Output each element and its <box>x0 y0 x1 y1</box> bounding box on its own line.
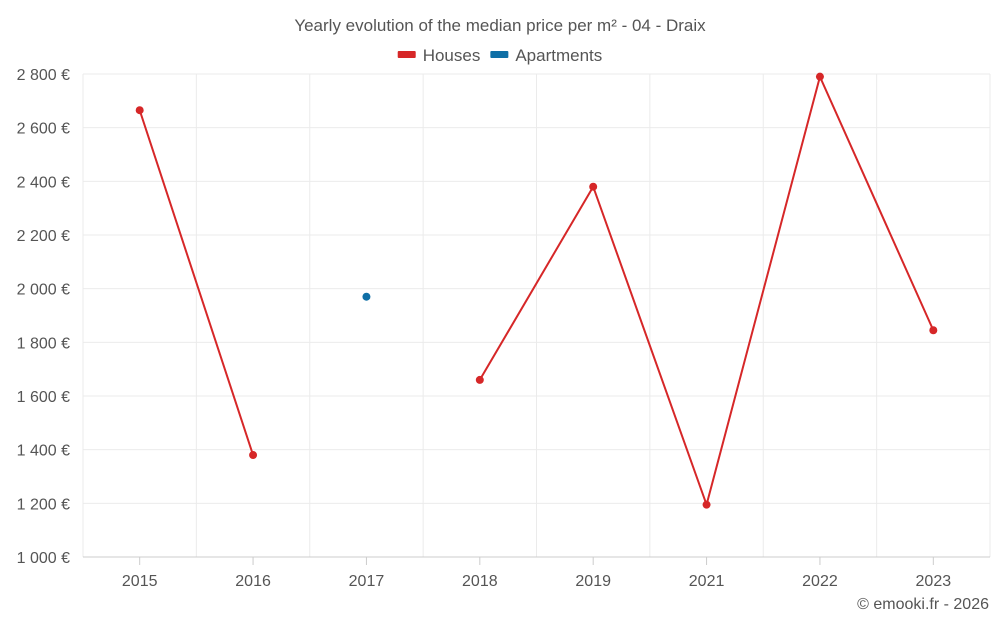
x-tick-label: 2016 <box>235 573 271 590</box>
data-point <box>702 500 711 509</box>
data-point <box>815 72 824 81</box>
x-tick-label: 2022 <box>802 573 838 590</box>
gridlines <box>82 73 991 558</box>
legend-label: Apartments <box>515 46 602 65</box>
legend: Houses Apartments <box>397 46 602 65</box>
y-tick-label: 2 600 € <box>17 121 70 138</box>
y-tick-label: 1 600 € <box>17 389 70 406</box>
y-tick-label: 2 200 € <box>17 228 70 245</box>
y-tick-label: 2 800 € <box>17 67 70 84</box>
legend-swatch <box>490 51 509 58</box>
data-point <box>929 326 938 335</box>
y-tick-label: 1 400 € <box>17 443 70 460</box>
x-tick-label: 2015 <box>122 573 158 590</box>
plot-area <box>135 72 938 509</box>
legend-item[interactable]: Houses <box>397 46 481 65</box>
x-axis: 2015 2016 2017 2018 2019 2021 2022 2023 <box>83 556 990 590</box>
data-point <box>249 451 258 460</box>
x-tick-label: 2021 <box>689 573 725 590</box>
y-tick-label: 1 200 € <box>17 496 70 513</box>
x-tick-label: 2019 <box>575 573 611 590</box>
y-tick-label: 1 000 € <box>17 550 70 567</box>
y-tick-label: 2 000 € <box>17 282 70 299</box>
data-point <box>589 182 598 191</box>
series-line <box>478 73 935 509</box>
legend-swatch <box>397 51 416 58</box>
chart-title: Yearly evolution of the median price per… <box>294 16 706 35</box>
x-tick-label: 2017 <box>349 573 385 590</box>
legend-label: Houses <box>423 46 481 65</box>
data-point <box>475 375 484 384</box>
credit-text: © emooki.fr - 2026 <box>857 596 989 613</box>
series-line <box>138 109 255 456</box>
x-tick-label: 2023 <box>916 573 952 590</box>
y-tick-label: 1 800 € <box>17 335 70 352</box>
y-tick-label: 2 400 € <box>17 174 70 191</box>
x-tick-label: 2018 <box>462 573 498 590</box>
y-axis: 1 000 € 1 200 € 1 400 € 1 600 € 1 800 € 2 000… <box>17 67 70 567</box>
data-point <box>135 106 144 115</box>
data-point <box>362 292 371 301</box>
legend-item[interactable]: Apartments <box>490 46 602 65</box>
